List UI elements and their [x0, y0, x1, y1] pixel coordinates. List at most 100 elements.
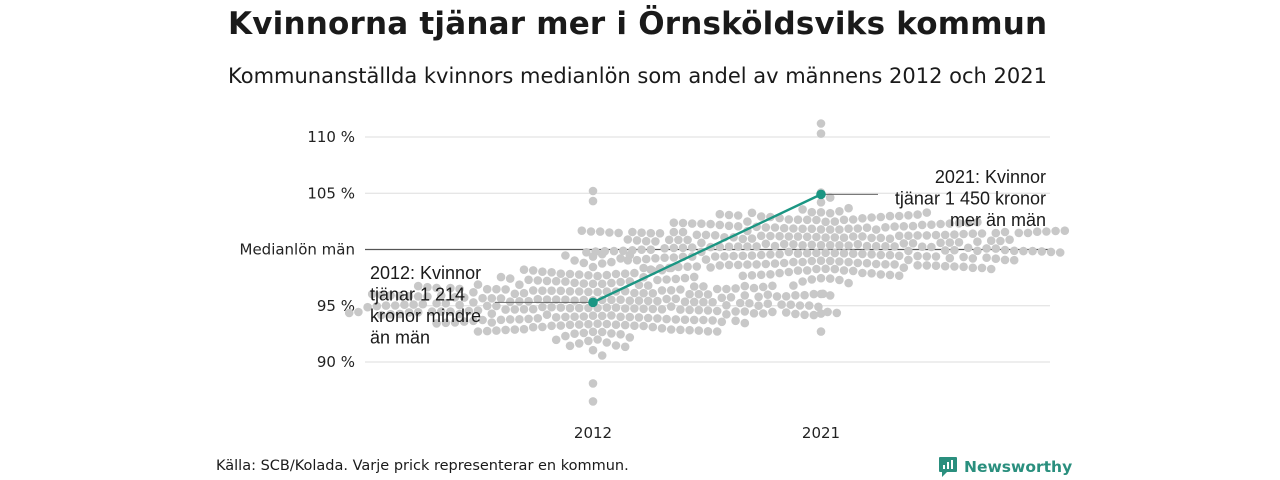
- x-tick-label: 2012: [574, 424, 612, 442]
- municipality-dot: [722, 301, 731, 310]
- municipality-dot: [726, 293, 736, 302]
- municipality-dot: [450, 318, 460, 327]
- municipality-dot: [722, 284, 731, 294]
- municipality-dot: [712, 306, 722, 316]
- municipality-dot: [749, 283, 759, 293]
- municipality-dot: [404, 308, 414, 317]
- municipality-dot: [977, 229, 987, 238]
- municipality-dot: [616, 295, 625, 305]
- municipality-dot: [547, 268, 556, 277]
- municipality-dot: [653, 296, 662, 306]
- municipality-dot: [876, 212, 886, 222]
- municipality-dot: [848, 232, 858, 241]
- municipality-dot: [492, 301, 501, 311]
- municipality-dot: [524, 314, 533, 324]
- municipality-dot: [890, 222, 899, 231]
- municipality-dot: [899, 239, 909, 248]
- municipality-dot: [637, 228, 646, 237]
- municipality-dot: [565, 269, 575, 279]
- municipality-dot: [505, 297, 515, 307]
- municipality-dot: [363, 302, 372, 312]
- municipality-dot: [669, 218, 679, 227]
- municipality-dot: [802, 248, 812, 258]
- municipality-dot: [881, 223, 890, 232]
- municipality-dot: [894, 271, 904, 281]
- municipality-dot: [752, 260, 761, 269]
- municipality-dot: [904, 231, 913, 240]
- municipality-dot: [413, 292, 423, 301]
- municipality-dot: [423, 282, 432, 292]
- municipality-dot: [968, 229, 978, 238]
- municipality-dot: [743, 217, 752, 226]
- municipality-dot: [798, 277, 807, 286]
- municipality-dot: [641, 236, 651, 246]
- municipality-dot: [597, 327, 607, 337]
- municipality-dot: [395, 309, 405, 319]
- municipality-dot: [816, 240, 826, 250]
- municipality-dot: [913, 231, 922, 240]
- municipality-dot: [570, 296, 579, 305]
- municipality-dot: [890, 242, 899, 251]
- municipality-dot: [789, 281, 798, 290]
- municipality-dot: [717, 317, 727, 327]
- municipality-dot: [588, 379, 598, 388]
- municipality-dot: [515, 280, 524, 290]
- municipality-dot: [816, 129, 826, 138]
- municipality-dot: [791, 309, 800, 319]
- municipality-dot: [510, 305, 520, 314]
- municipality-dot: [597, 351, 607, 360]
- municipality-dot: [455, 300, 464, 310]
- municipality-dot: [809, 289, 819, 299]
- municipality-dot: [784, 247, 794, 257]
- municipality-dot: [390, 301, 400, 310]
- municipality-dot: [775, 249, 784, 259]
- municipality-dot: [1060, 226, 1070, 235]
- municipality-dot: [871, 259, 881, 269]
- municipality-dot: [381, 301, 391, 310]
- municipality-dot: [671, 294, 681, 304]
- municipality-dot: [973, 246, 982, 256]
- municipality-dot: [482, 301, 492, 311]
- municipality-dot: [505, 315, 515, 324]
- municipality-dot: [777, 300, 786, 309]
- municipality-dot: [731, 284, 740, 293]
- municipality-dot: [496, 315, 506, 325]
- municipality-dot: [643, 281, 653, 290]
- municipality-dot: [894, 251, 904, 261]
- municipality-dot: [743, 242, 752, 251]
- municipality-dot: [885, 250, 895, 260]
- municipality-dot: [752, 242, 761, 251]
- municipality-dot: [657, 324, 667, 333]
- municipality-dot: [570, 312, 579, 322]
- municipality-dot: [807, 240, 817, 250]
- municipality-dot: [639, 321, 648, 331]
- municipality-dot: [963, 218, 973, 228]
- municipality-dot: [904, 211, 913, 220]
- municipality-dot: [835, 275, 844, 285]
- municipality-dot: [798, 257, 807, 267]
- municipality-dot: [862, 258, 872, 268]
- municipality-dot: [839, 249, 849, 258]
- municipality-dot: [858, 268, 867, 278]
- municipality-dot: [754, 301, 763, 311]
- municipality-dot: [761, 223, 771, 232]
- municipality-dot: [876, 270, 886, 279]
- municipality-dot: [848, 215, 858, 224]
- municipality-dot: [605, 228, 614, 237]
- municipality-dot: [607, 257, 616, 267]
- municipality-dot: [551, 295, 561, 304]
- municipality-dot: [607, 295, 616, 305]
- municipality-dot: [986, 264, 996, 274]
- municipality-dot: [588, 262, 598, 272]
- municipality-dot: [812, 215, 821, 225]
- municipality-dot: [446, 283, 455, 293]
- municipality-dot: [867, 233, 876, 243]
- municipality-dot: [867, 250, 876, 259]
- y-tick-label: 105 %: [307, 184, 355, 202]
- municipality-dot: [584, 319, 593, 329]
- municipality-dot: [816, 198, 826, 207]
- municipality-dot: [940, 230, 950, 240]
- municipality-dot: [556, 286, 566, 296]
- municipality-dot: [427, 307, 437, 316]
- municipality-dot: [802, 215, 812, 225]
